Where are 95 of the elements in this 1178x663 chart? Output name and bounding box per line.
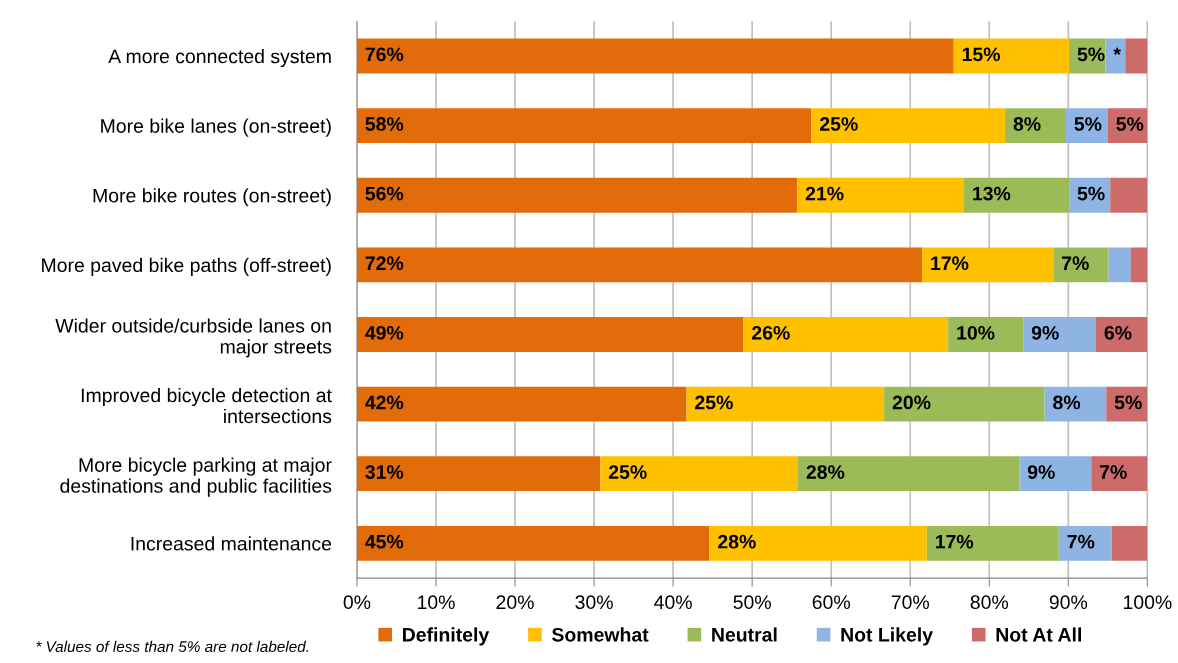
text: * Values of less than 5% are not labeled. bbox=[36, 640, 309, 653]
data-label: 9% bbox=[1027, 465, 1055, 479]
bar bbox=[922, 247, 1054, 283]
legend-label: Not At All bbox=[996, 627, 1081, 642]
legend-label: Somewhat bbox=[552, 627, 649, 642]
data-label: 17% bbox=[931, 256, 969, 271]
data-label: 31% bbox=[365, 465, 404, 479]
bar bbox=[686, 386, 885, 422]
y-tick-label: A more connected system bbox=[108, 48, 331, 68]
legend-label: Not Likely bbox=[841, 627, 933, 646]
data-label: 25% bbox=[608, 465, 647, 479]
x-tick-label: 0% bbox=[343, 595, 371, 610]
bar bbox=[1044, 386, 1107, 422]
data-label: 9% bbox=[1031, 325, 1059, 340]
x-tick-label: 100% bbox=[1123, 595, 1172, 610]
y-tick-label: Increased maintenance bbox=[131, 536, 332, 551]
data-label: 15% bbox=[962, 47, 1001, 62]
data-label: 7% bbox=[1067, 534, 1095, 549]
data-label: 28% bbox=[718, 534, 756, 549]
bar bbox=[798, 456, 1020, 492]
bar bbox=[1108, 247, 1131, 283]
bar bbox=[811, 108, 1006, 144]
data-label: 28% bbox=[806, 465, 845, 479]
data-label: 58% bbox=[365, 117, 404, 131]
data-label: 8% bbox=[1013, 117, 1041, 131]
data-label: 7% bbox=[1062, 256, 1089, 271]
bar bbox=[1019, 456, 1092, 492]
x-tick-label: 90% bbox=[1049, 595, 1088, 610]
bar bbox=[356, 177, 798, 213]
data-label: 25% bbox=[820, 117, 858, 131]
bar bbox=[356, 525, 710, 561]
legend-label: Neutral bbox=[712, 627, 777, 642]
x-tick-label: 20% bbox=[496, 595, 534, 610]
bar bbox=[1110, 177, 1148, 213]
bar bbox=[356, 247, 923, 283]
bar bbox=[356, 38, 954, 74]
data-label: 76% bbox=[365, 47, 404, 62]
bar bbox=[1005, 108, 1066, 144]
y-tick-label: More bike routes (on-street) bbox=[93, 188, 331, 207]
x-tick-label: 60% bbox=[812, 595, 850, 610]
data-label: 5% bbox=[1116, 117, 1144, 131]
bar bbox=[884, 386, 1045, 422]
data-label: 21% bbox=[805, 186, 844, 201]
data-label: 5% bbox=[1074, 117, 1102, 131]
x-tick-label: 80% bbox=[970, 595, 1009, 610]
data-label: 42% bbox=[365, 395, 404, 410]
y-tick-label: More paved bike paths (off-street) bbox=[42, 257, 331, 276]
bar bbox=[356, 317, 744, 352]
bar bbox=[356, 108, 812, 144]
data-label: 45% bbox=[365, 534, 404, 549]
bar bbox=[356, 386, 687, 422]
data-label: 17% bbox=[935, 534, 974, 549]
bar bbox=[1053, 247, 1109, 283]
bar bbox=[600, 456, 798, 492]
data-label: 26% bbox=[752, 325, 790, 340]
data-label: 8% bbox=[1053, 395, 1081, 410]
data-label: 49% bbox=[365, 325, 404, 340]
data-label: 5% bbox=[1077, 186, 1105, 201]
bar bbox=[1023, 317, 1096, 352]
bar bbox=[709, 525, 927, 561]
x-tick-label: 10% bbox=[418, 595, 455, 610]
bar bbox=[1105, 38, 1126, 74]
data-label: 7% bbox=[1099, 465, 1127, 479]
bar bbox=[1130, 247, 1148, 283]
y-tick-label: More bike lanes (on-street) bbox=[101, 118, 331, 137]
data-label: 5% bbox=[1077, 47, 1105, 62]
bar bbox=[356, 456, 601, 492]
y-tick-label: Wider outside/curbside lanes on major streets bbox=[55, 318, 332, 358]
bar bbox=[926, 525, 1059, 561]
bar bbox=[953, 38, 1070, 74]
x-tick-label: 30% bbox=[575, 595, 613, 610]
data-label: 10% bbox=[957, 325, 995, 340]
bar bbox=[1125, 38, 1148, 74]
data-label: 25% bbox=[695, 395, 733, 410]
data-label: 6% bbox=[1104, 325, 1132, 340]
y-tick-label: More bicycle parking at major destinations and public facilities bbox=[60, 457, 332, 497]
data-label: 56% bbox=[365, 186, 404, 201]
legend-label: Definitely bbox=[403, 627, 490, 646]
bar bbox=[1058, 525, 1112, 561]
bar bbox=[1095, 317, 1148, 352]
data-label: * bbox=[1113, 47, 1121, 55]
x-tick-label: 50% bbox=[733, 595, 771, 610]
y-tick-label: Improved bicycle detection at intersections bbox=[81, 387, 332, 424]
x-tick-label: 70% bbox=[891, 595, 930, 610]
data-label: 13% bbox=[973, 186, 1011, 201]
data-label: 20% bbox=[892, 395, 931, 410]
data-label: 5% bbox=[1114, 395, 1142, 410]
x-tick-label: 40% bbox=[654, 595, 692, 610]
bar bbox=[948, 317, 1024, 352]
bar bbox=[797, 177, 964, 213]
bar bbox=[1111, 525, 1148, 561]
data-label: 72% bbox=[365, 256, 404, 271]
bar bbox=[963, 177, 1070, 213]
bar bbox=[743, 317, 949, 352]
bar bbox=[1091, 456, 1148, 492]
